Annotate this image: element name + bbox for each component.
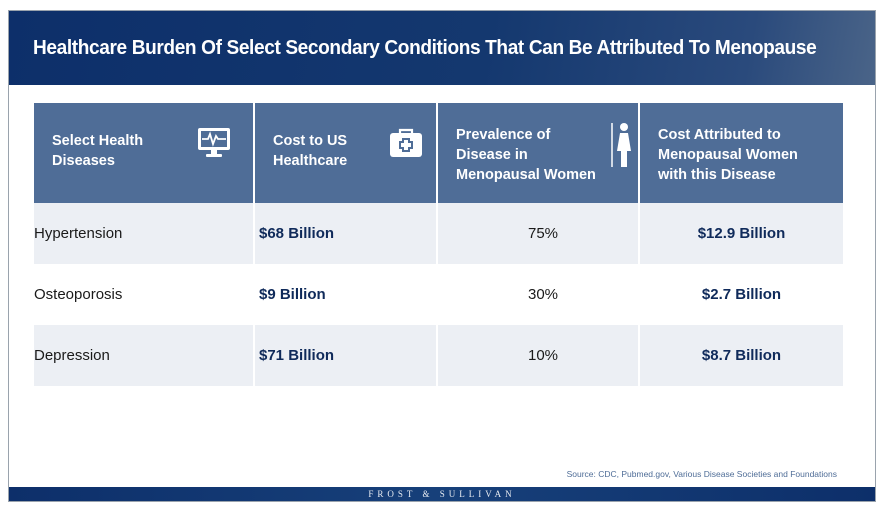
header-label-line: Select Health	[52, 133, 144, 149]
header-row: Select Health Diseases	[34, 103, 843, 203]
header-cost-attributed: Cost Attributed to Menopausal Women with…	[639, 103, 843, 203]
footer-bar: FROST & SULLIVAN	[9, 487, 875, 501]
header-label-line: Cost Attributed to	[658, 127, 781, 143]
header-label-line: Disease in	[456, 147, 528, 163]
disease-cell: Hypertension	[34, 203, 255, 264]
table-row: Hypertension $68 Billion 75% $12.9 Billi…	[34, 203, 843, 264]
attributed-cost-cell: $12.9 Billion	[639, 203, 843, 264]
slide-title: Healthcare Burden Of Select Secondary Co…	[33, 36, 817, 59]
prevalence-cell: 10%	[437, 325, 640, 386]
attributed-cost-cell: $8.7 Billion	[639, 325, 843, 386]
header-label-line: Diseases	[52, 153, 115, 169]
header-prevalence: Prevalence of Disease in Menopausal Wome…	[437, 103, 640, 203]
prevalence-cell: 30%	[437, 264, 640, 325]
disease-cell: Depression	[34, 325, 255, 386]
disease-cell: Osteoporosis	[34, 264, 255, 325]
medical-kit-icon	[388, 127, 424, 165]
cost-cell: $9 Billion	[254, 264, 438, 325]
woman-icon	[610, 121, 634, 177]
table-row: Depression $71 Billion 10% $8.7 Billion	[34, 325, 843, 386]
slide: Healthcare Burden Of Select Secondary Co…	[8, 10, 876, 502]
cost-cell: $68 Billion	[254, 203, 438, 264]
header-label-line: with this Disease	[658, 167, 776, 183]
cost-cell: $71 Billion	[254, 325, 438, 386]
footer-brand: FROST & SULLIVAN	[368, 489, 516, 499]
table-row: Osteoporosis $9 Billion 30% $2.7 Billion	[34, 264, 843, 325]
data-table-container: Select Health Diseases	[34, 103, 843, 386]
header-label-line: Healthcare	[273, 153, 348, 169]
header-label-line: Cost to US	[273, 133, 348, 149]
header-cost-to-us-healthcare: Cost to US Healthcare	[254, 103, 438, 203]
header-label-line: Menopausal Women	[658, 147, 798, 163]
header-label-line: Prevalence of	[456, 127, 551, 143]
source-note: Source: CDC, Pubmed.gov, Various Disease…	[566, 469, 837, 479]
header-label-line: Menopausal Women	[456, 167, 596, 183]
title-bar: Healthcare Burden Of Select Secondary Co…	[9, 11, 875, 85]
data-table: Select Health Diseases	[34, 103, 843, 386]
monitor-heartbeat-icon	[196, 127, 232, 165]
prevalence-cell: 75%	[437, 203, 640, 264]
attributed-cost-cell: $2.7 Billion	[639, 264, 843, 325]
header-select-health-diseases: Select Health Diseases	[34, 103, 255, 203]
